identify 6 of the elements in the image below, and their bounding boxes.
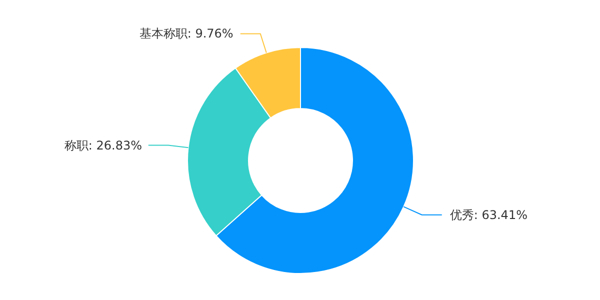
data-label: : 26.83%: [88, 138, 142, 152]
slice-label: 基本称职: [139, 26, 188, 41]
data-label: : 9.76%: [187, 26, 234, 41]
slice-label: 称职: [64, 138, 88, 152]
slice-label: 优秀: [450, 208, 474, 222]
data-label: : 63.41%: [474, 208, 528, 222]
